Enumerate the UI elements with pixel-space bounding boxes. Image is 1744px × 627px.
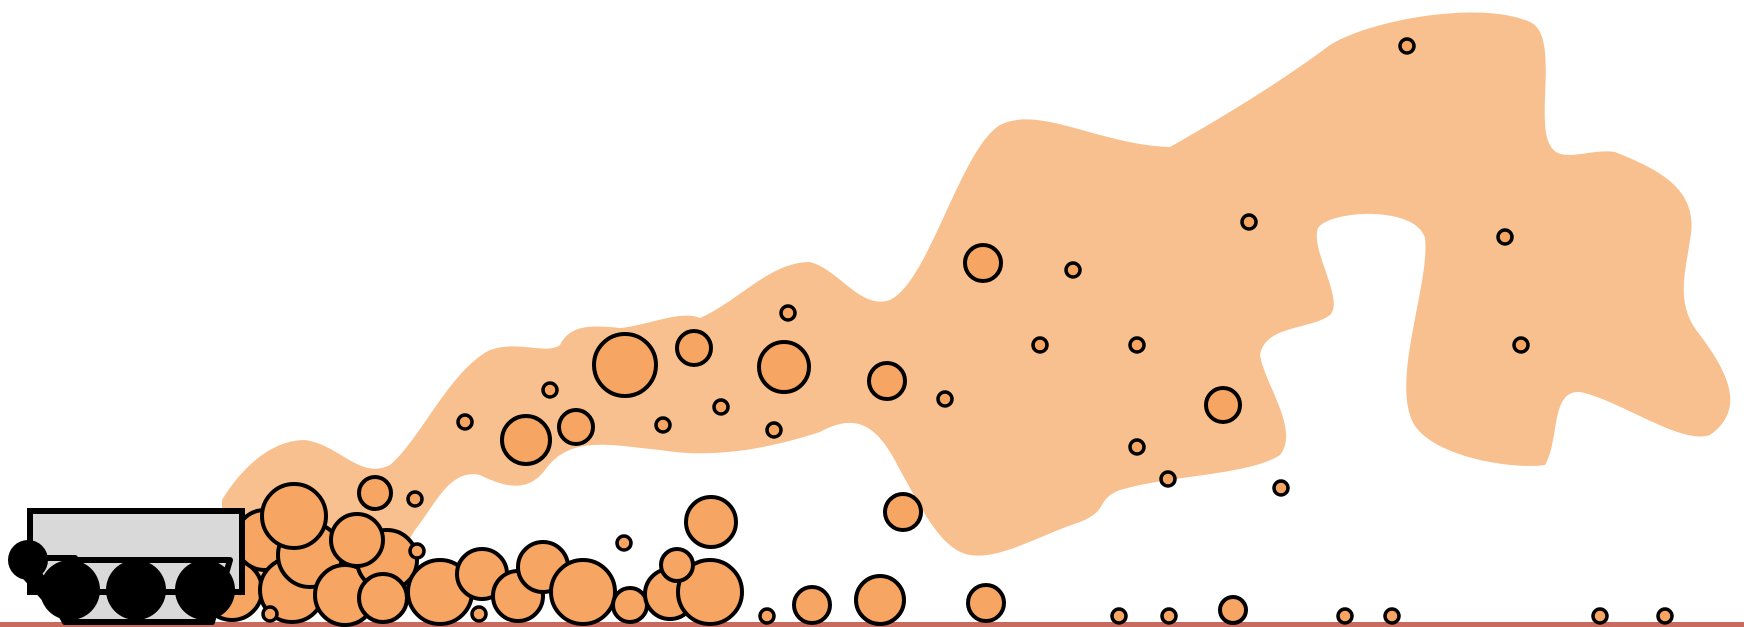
particle [758,607,776,625]
particle [1218,595,1248,625]
particle [261,605,279,623]
particle [765,421,783,439]
particle [470,605,488,623]
particle [854,574,906,626]
particle-ground-set [261,595,1674,625]
particle [684,495,738,549]
particle [329,512,385,568]
particle [357,572,409,624]
particle [1591,607,1609,625]
particle [1398,37,1416,55]
particle [883,492,923,532]
particle [1240,213,1258,231]
particle [1064,261,1082,279]
particle [654,416,672,434]
particle [1204,386,1242,424]
particle [1110,607,1128,625]
particle [675,329,713,367]
particle-cluster [165,475,1006,627]
particle [1496,228,1514,246]
particle [792,585,832,625]
particle [500,414,552,466]
particle [260,482,328,550]
particle [1512,336,1530,354]
particle [456,413,474,431]
particle [1128,336,1146,354]
wheel-icon [106,560,166,620]
particle-cloud-set [406,37,1530,560]
particle [757,340,811,394]
particle [1128,438,1146,456]
particle [357,475,393,511]
wheel-icon [175,560,235,620]
particle [966,583,1006,623]
particle [1383,607,1401,625]
cart-icon [8,508,245,625]
particle [557,408,595,446]
particle [779,304,797,322]
wheel-icon [40,560,100,620]
particle [676,558,744,626]
particle [1272,479,1290,497]
particle [592,332,658,398]
particle [406,490,424,508]
particle [1336,607,1354,625]
particle [615,534,633,552]
particle [712,398,730,416]
particle [867,361,907,401]
particle [963,243,1003,283]
particle [1160,607,1178,625]
particle [611,586,649,624]
particle [1031,336,1049,354]
particle [541,381,559,399]
particle [1656,607,1674,625]
particle [1159,470,1177,488]
particle [936,390,954,408]
wheel-icon [8,540,48,580]
particle [659,547,695,583]
particle [408,542,426,560]
particle [549,558,617,626]
dust-cloud [222,12,1731,594]
